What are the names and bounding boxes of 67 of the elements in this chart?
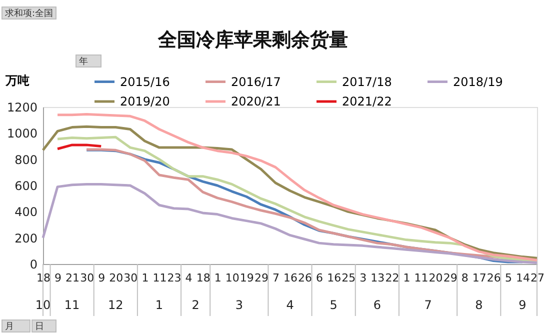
text: 1 [155,298,164,312]
x-tick-label: 9 [54,272,62,284]
x-tick-label: 3 [360,272,367,284]
text: 12 [108,298,124,312]
x-tick-label: 7 [272,272,280,284]
x-tick-label: 4 [185,272,192,284]
y-tick-label: 200 [14,231,38,246]
text: 5 [330,298,338,312]
y-tick-label: 1200 [6,100,38,114]
y-tick-label: 600 [14,179,38,193]
text: 3 [235,298,243,312]
x-tick-label: 26 [298,272,312,284]
legend-label: 2017/18 [342,74,392,89]
x-tick-label: 22 [385,272,400,284]
x-tick-label: 29 [443,272,458,284]
x-tick-label: 18 [196,272,210,284]
x-tick-label: 6 [316,272,324,284]
x-tick-label: 20 [109,272,124,284]
text: 求和项:全国 [5,8,54,19]
legend-label: 2015/16 [120,74,170,89]
text: 10 [35,298,51,312]
x-tick-label: 8 [461,272,468,284]
legend-label: 2016/17 [231,74,281,89]
x-tick-label: 27 [530,272,544,284]
x-tick-label: 10 [225,272,240,284]
legend-label: 2020/21 [231,94,281,108]
x-tick-label: 9 [98,272,106,284]
text: 月 [5,322,14,332]
x-tick-label: 26 [486,272,501,284]
text: 年 [79,56,88,67]
text: 11 [64,298,80,312]
text: 8 [475,298,483,312]
x-tick-label: 1 [214,272,222,284]
x-tick-label: 18 [36,272,50,284]
x-tick-label: 23 [167,272,182,284]
y-tick-label: 1000 [6,126,38,141]
x-tick-label: 30 [80,272,94,284]
chart-title: 全国冷库苹果剩余货量 [157,29,348,51]
x-tick-label: 19 [240,272,254,284]
x-tick-label: 20 [428,272,443,284]
y-tick-label: 0 [30,258,38,272]
x-tick-label: 1 [403,272,410,284]
x-tick-label: 5 [504,272,512,284]
text: 7 [424,298,432,312]
x-tick-label: 13 [370,272,385,284]
text: 9 [518,298,526,312]
y-tick-label: 800 [14,152,38,167]
text: 6 [373,298,381,312]
legend-label: 2021/22 [342,94,392,108]
legend-label: 2019/20 [120,94,170,108]
x-tick-label: 29 [254,272,268,284]
x-tick-label: 16 [327,272,342,284]
x-tick-label: 11 [152,272,167,284]
x-tick-label: 14 [516,272,530,284]
x-tick-label: 17 [472,272,486,284]
x-tick-label: 16 [284,272,298,284]
y-tick-label: 400 [14,205,38,220]
text: 4 [286,298,294,312]
x-tick-label: 1 [142,272,149,284]
text: 日 [35,322,44,332]
x-tick-label: 21 [66,272,80,284]
text: 2 [192,298,200,312]
x-tick-label: 30 [124,272,138,284]
legend-label: 2018/19 [453,74,503,89]
x-tick-label: 25 [342,272,356,284]
y-axis-title: 万吨 [4,74,30,88]
x-tick-label: 11 [414,272,428,284]
